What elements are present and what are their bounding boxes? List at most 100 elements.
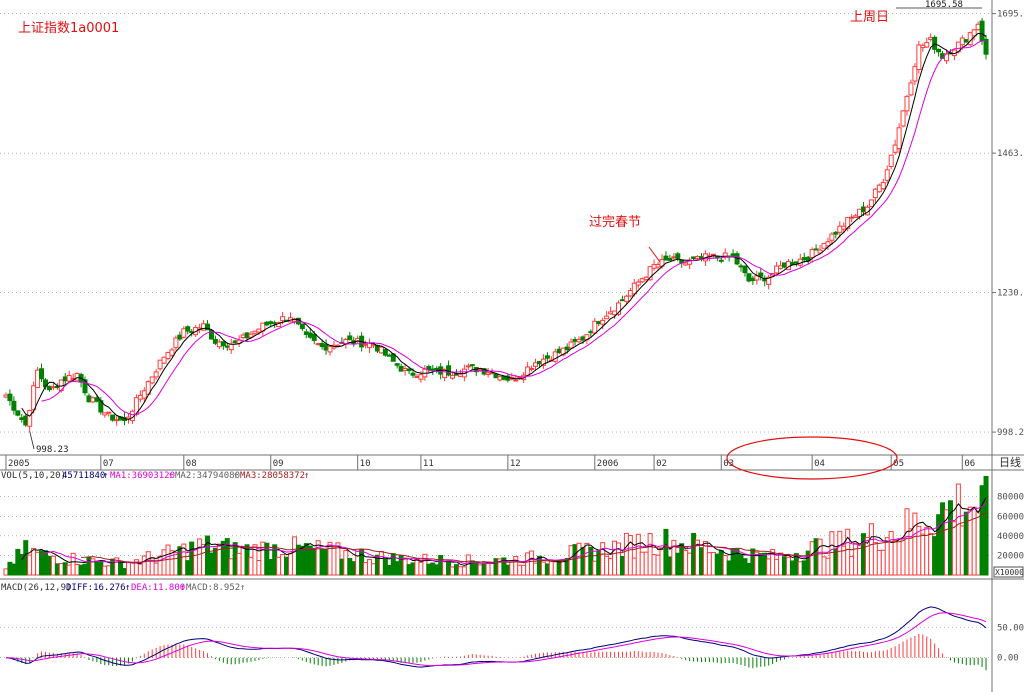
candle-body[interactable] xyxy=(710,253,716,256)
candle-body[interactable] xyxy=(619,299,625,302)
volume-bar[interactable] xyxy=(940,502,946,576)
volume-bar[interactable] xyxy=(955,483,961,576)
candle-body[interactable] xyxy=(513,379,519,382)
volume-bar[interactable] xyxy=(825,557,831,576)
candle-body[interactable] xyxy=(556,348,562,354)
volume-bar[interactable] xyxy=(888,531,894,576)
volume-bar[interactable] xyxy=(145,551,151,576)
volume-bar[interactable] xyxy=(845,528,851,576)
volume-bar[interactable] xyxy=(442,560,448,576)
volume-bar[interactable] xyxy=(457,566,463,576)
volume-bar[interactable] xyxy=(635,533,641,576)
volume-bar[interactable] xyxy=(774,558,780,576)
volume-bar[interactable] xyxy=(327,541,333,576)
volume-bar[interactable] xyxy=(714,553,720,576)
candle-body[interactable] xyxy=(323,344,329,351)
candle-body[interactable] xyxy=(315,343,321,346)
candle-body[interactable] xyxy=(932,36,938,50)
candle-body[interactable] xyxy=(264,321,270,326)
volume-bar[interactable] xyxy=(284,556,290,576)
volume-bar[interactable] xyxy=(876,550,882,576)
volume-bar[interactable] xyxy=(580,546,586,576)
volume-bar[interactable] xyxy=(738,554,744,576)
candle-body[interactable] xyxy=(900,110,906,127)
candle-body[interactable] xyxy=(746,273,752,282)
volume-bar[interactable] xyxy=(173,552,179,576)
candle-body[interactable] xyxy=(418,374,424,380)
volume-bar[interactable] xyxy=(343,550,349,576)
candle-body[interactable] xyxy=(216,341,222,348)
volume-bar[interactable] xyxy=(386,564,392,576)
volume-bar[interactable] xyxy=(153,562,159,576)
volume-bar[interactable] xyxy=(576,542,582,576)
volume-bar[interactable] xyxy=(169,550,175,576)
candle-body[interactable] xyxy=(244,332,250,339)
volume-bar[interactable] xyxy=(212,547,218,576)
volume-bar[interactable] xyxy=(683,550,689,576)
candle-body[interactable] xyxy=(983,38,989,55)
candle-body[interactable] xyxy=(576,338,582,343)
volume-bar[interactable] xyxy=(15,548,21,576)
candle-body[interactable] xyxy=(892,144,898,153)
candle-body[interactable] xyxy=(94,397,100,402)
price-panel[interactable]: 1695.6 1463.1 1230.7 998.2 2005 07 08 09 10 11 12 2… xyxy=(3,7,1024,480)
candle-body[interactable] xyxy=(568,341,574,349)
candle-body[interactable] xyxy=(398,365,404,372)
candle-body[interactable] xyxy=(23,415,29,426)
volume-bar[interactable] xyxy=(533,562,539,576)
volume-bar[interactable] xyxy=(821,556,827,576)
candle-body[interactable] xyxy=(872,188,878,199)
volume-bar[interactable] xyxy=(125,562,131,576)
candle-body[interactable] xyxy=(27,410,33,427)
candle-body[interactable] xyxy=(979,20,985,42)
candle-body[interactable] xyxy=(252,330,258,334)
volume-bar[interactable] xyxy=(351,561,357,576)
volume-bar[interactable] xyxy=(659,549,665,576)
volume-bar[interactable] xyxy=(276,556,282,576)
volume-bar[interactable] xyxy=(928,533,934,576)
volume-bar[interactable] xyxy=(572,544,578,576)
candle-body[interactable] xyxy=(536,360,542,365)
volume-bar[interactable] xyxy=(157,555,163,576)
candle-body[interactable] xyxy=(157,359,163,370)
candle-body[interactable] xyxy=(268,321,274,325)
candle-body[interactable] xyxy=(205,323,211,331)
volume-bar[interactable] xyxy=(50,555,56,576)
candle-body[interactable] xyxy=(809,249,815,258)
volume-bar[interactable] xyxy=(477,564,483,576)
volume-bar[interactable] xyxy=(726,560,732,576)
candle-body[interactable] xyxy=(406,368,412,372)
volume-bar[interactable] xyxy=(74,564,80,576)
volume-bar[interactable] xyxy=(936,514,942,576)
candle-body[interactable] xyxy=(137,394,143,400)
volume-bar[interactable] xyxy=(849,555,855,576)
volume-bar[interactable] xyxy=(722,555,728,576)
candle-body[interactable] xyxy=(912,66,918,82)
volume-bar[interactable] xyxy=(896,538,902,576)
candle-body[interactable] xyxy=(189,331,195,334)
volume-bar[interactable] xyxy=(667,556,673,576)
candle-body[interactable] xyxy=(86,395,92,403)
volume-bar[interactable] xyxy=(809,541,815,576)
candle-body[interactable] xyxy=(457,373,463,377)
volume-bar[interactable] xyxy=(584,542,590,576)
candle-body[interactable] xyxy=(861,206,867,213)
volume-bar[interactable] xyxy=(750,548,756,576)
volume-bar[interactable] xyxy=(746,562,752,576)
volume-bar[interactable] xyxy=(904,508,910,576)
candle-body[interactable] xyxy=(623,295,629,302)
volume-bar[interactable] xyxy=(291,536,297,576)
candle-body[interactable] xyxy=(469,364,475,367)
candle-body[interactable] xyxy=(774,265,780,274)
volume-bar[interactable] xyxy=(62,562,68,576)
volume-bar[interactable] xyxy=(829,531,835,576)
volume-bar[interactable] xyxy=(319,549,325,576)
candle-body[interactable] xyxy=(880,181,886,190)
candle-body[interactable] xyxy=(3,394,9,398)
volume-bar[interactable] xyxy=(916,525,922,576)
volume-bar[interactable] xyxy=(513,556,519,576)
candle-body[interactable] xyxy=(604,315,610,320)
volume-bar[interactable] xyxy=(912,512,918,576)
volume-bar[interactable] xyxy=(789,560,795,576)
candle-body[interactable] xyxy=(224,345,230,348)
